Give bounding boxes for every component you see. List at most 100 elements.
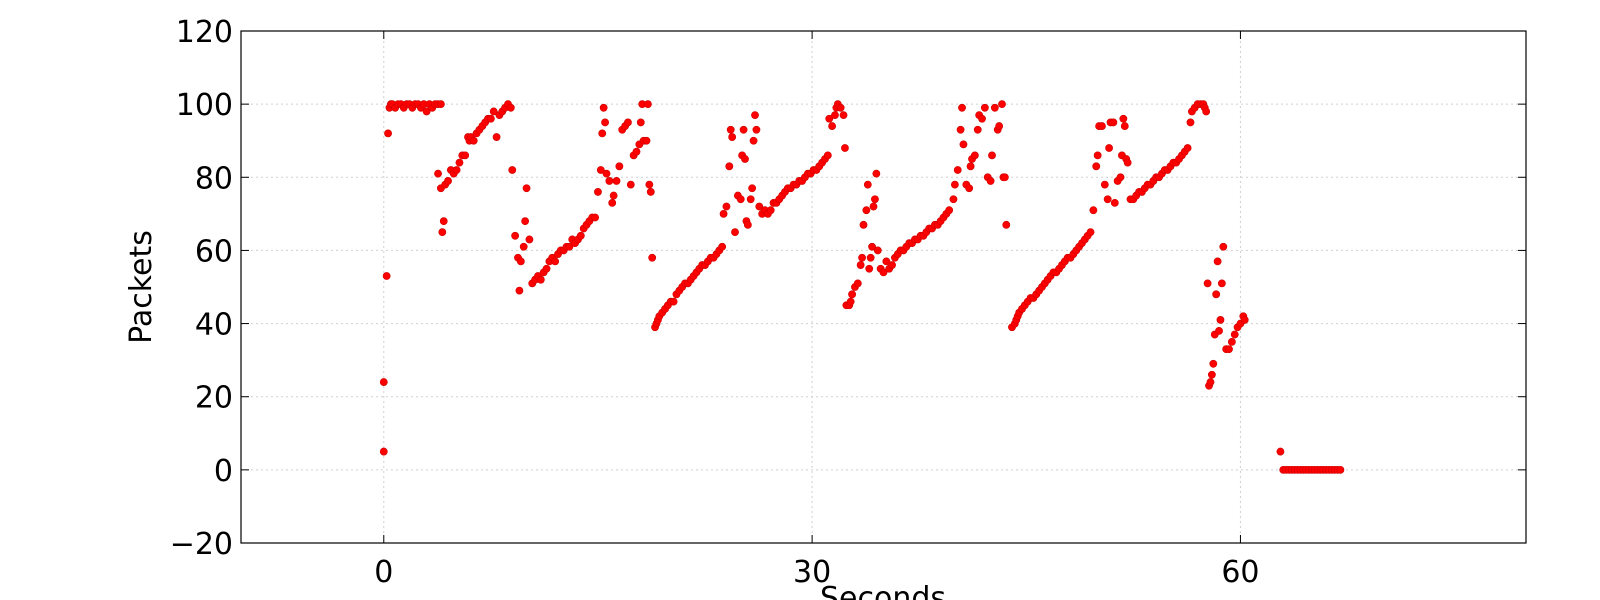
data-point: [576, 231, 585, 240]
data-point: [506, 103, 515, 112]
data-point: [725, 162, 734, 171]
data-point: [1276, 447, 1285, 456]
data-point: [1336, 465, 1345, 474]
data-point: [1098, 122, 1106, 130]
data-point: [949, 195, 958, 204]
data-point: [646, 188, 655, 196]
data-point: [869, 202, 878, 211]
data-point: [1109, 118, 1118, 127]
data-point: [862, 206, 871, 215]
y-tick-label: 0: [214, 454, 233, 489]
data-point: [871, 195, 879, 204]
data-point: [1207, 370, 1216, 379]
data-point: [469, 136, 478, 145]
data-point: [1219, 242, 1228, 251]
data-point: [990, 103, 999, 112]
data-point: [950, 180, 959, 189]
data-point: [1209, 359, 1218, 368]
data-point: [978, 114, 986, 123]
data-point: [601, 118, 609, 127]
data-point: [739, 125, 748, 134]
data-point: [736, 195, 745, 204]
data-point: [591, 213, 599, 222]
data-point: [1230, 330, 1239, 339]
data-point: [1216, 316, 1225, 324]
data-point: [741, 155, 749, 163]
data-point: [542, 264, 551, 273]
data-point: [1186, 118, 1195, 127]
data-point: [1213, 257, 1222, 266]
data-point: [1215, 326, 1223, 335]
data-point: [836, 103, 845, 112]
data-point: [522, 184, 531, 193]
data-point: [1240, 316, 1249, 324]
data-point: [766, 206, 775, 215]
data-point: [1183, 144, 1192, 152]
data-point: [1202, 107, 1211, 116]
data-point: [1000, 173, 1009, 182]
data-point: [868, 242, 876, 251]
data-point: [632, 147, 641, 156]
data-point: [956, 125, 965, 134]
data-point: [434, 169, 442, 178]
data-point: [492, 133, 501, 141]
data-point: [551, 257, 560, 266]
data-point: [873, 246, 882, 255]
data-point: [718, 242, 727, 251]
data-point: [1119, 114, 1128, 123]
data-point: [645, 180, 654, 189]
tick-marks: [241, 30, 1526, 544]
data-point: [1120, 122, 1129, 130]
x-tick-labels: 0 30 60: [374, 555, 1259, 590]
data-point: [1110, 198, 1119, 207]
data-point: [841, 144, 849, 152]
data-point: [612, 177, 621, 185]
data-point: [743, 220, 752, 229]
y-tick-label: −20: [170, 527, 233, 562]
x-tick-label: 0: [374, 555, 393, 590]
y-tick-label: 80: [195, 161, 233, 196]
data-point: [953, 166, 962, 174]
data-point: [1100, 180, 1109, 189]
data-point: [608, 198, 617, 207]
data-point: [599, 103, 608, 112]
data-point: [859, 220, 868, 229]
data-point: [848, 290, 856, 299]
data-point: [1116, 173, 1125, 182]
y-tick-label: 20: [195, 381, 233, 416]
y-tick-label: 120: [176, 15, 233, 50]
data-point: [439, 217, 448, 226]
plot-frame: [240, 30, 1527, 544]
data-point: [382, 272, 391, 280]
data-point: [752, 125, 761, 134]
data-point: [831, 111, 839, 120]
data-point: [959, 140, 968, 149]
data-point: [615, 162, 624, 171]
data-point: [565, 242, 574, 251]
data-point: [865, 264, 874, 273]
data-point: [980, 103, 989, 112]
y-axis-label: Packets: [124, 230, 159, 344]
data-point: [525, 235, 534, 244]
data-point: [965, 184, 974, 193]
data-point: [728, 133, 737, 141]
data-point: [1105, 144, 1113, 152]
data-point: [945, 206, 954, 215]
data-point: [1089, 206, 1098, 215]
y-tick-label: 60: [195, 234, 233, 269]
data-point: [605, 177, 614, 185]
data-point: [602, 169, 611, 178]
data-point: [422, 107, 431, 116]
data-point: [966, 162, 975, 171]
data-point: [1103, 195, 1112, 204]
data-point: [486, 114, 495, 123]
data-point: [511, 231, 520, 240]
data-point: [726, 125, 735, 134]
data-point: [722, 202, 731, 211]
data-point: [888, 261, 896, 269]
data-point: [384, 129, 392, 138]
data-point: [519, 242, 528, 251]
y-tick-label: 100: [176, 88, 233, 123]
data-point: [1002, 220, 1011, 229]
